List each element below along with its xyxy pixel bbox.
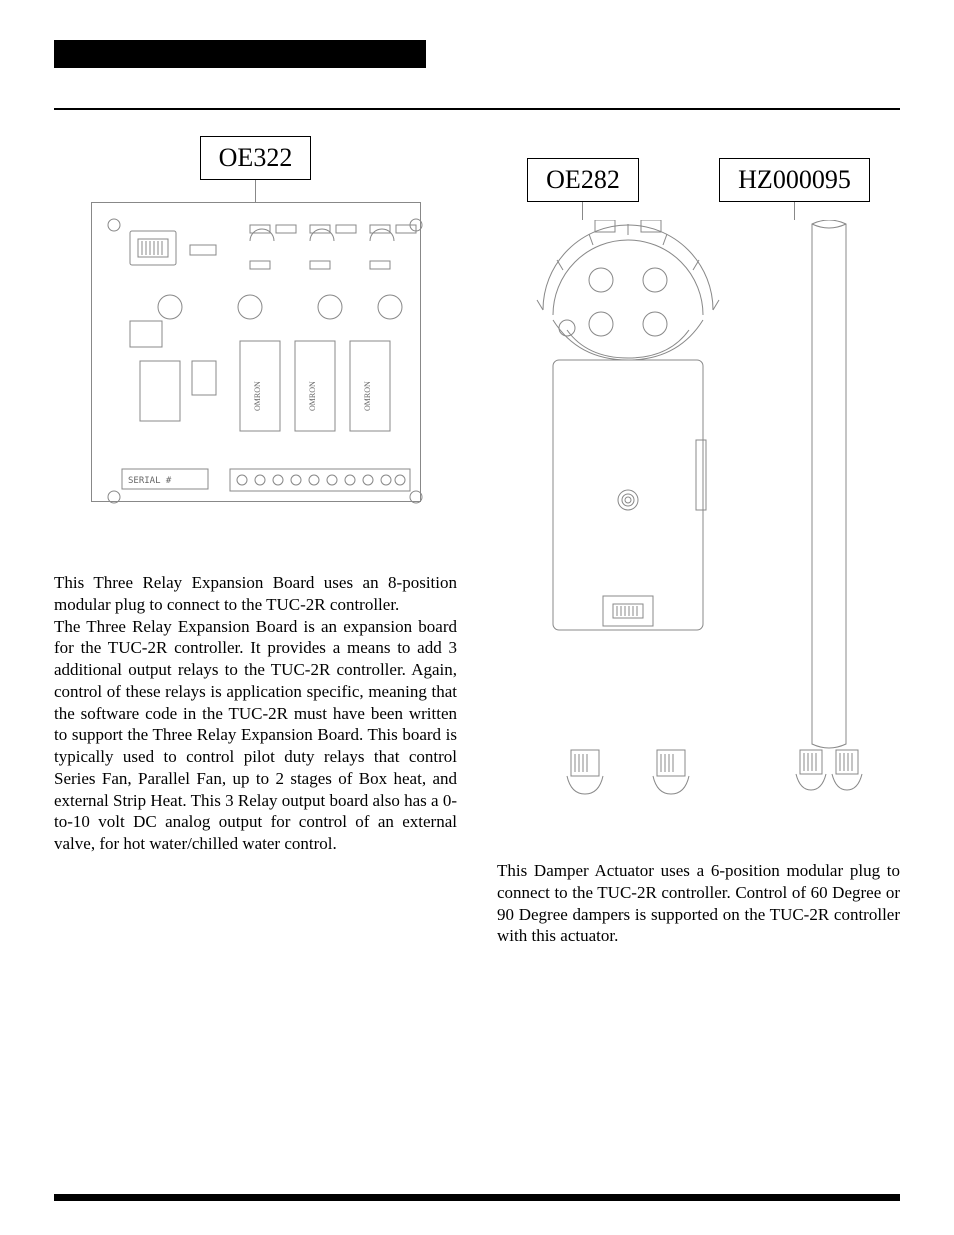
left-paragraph-1: This Three Relay Expansion Board uses an…: [54, 572, 457, 616]
three-relay-board-schematic: SERIAL # OMRON OMRON OMRON: [91, 202, 421, 502]
label-oe322: OE322: [200, 136, 312, 180]
left-body-text: This Three Relay Expansion Board uses an…: [54, 572, 457, 855]
label-connector-line: [794, 202, 795, 220]
left-paragraph-2: The Three Relay Expansion Board is an ex…: [54, 616, 457, 855]
svg-text:OMRON: OMRON: [308, 381, 317, 411]
right-column: OE282 HZ000095: [497, 136, 900, 947]
header-black-bar: [54, 40, 426, 68]
svg-text:OMRON: OMRON: [253, 381, 262, 411]
svg-text:OMRON: OMRON: [363, 381, 372, 411]
label-oe282: OE282: [527, 158, 639, 202]
label-connector-line: [582, 202, 583, 220]
header-separator-line: [54, 108, 900, 110]
label-connector-line: [255, 180, 256, 202]
damper-actuator-schematic: [523, 220, 733, 800]
left-column: OE322: [54, 136, 457, 947]
footer-thick-rule: [54, 1194, 900, 1201]
flex-tube-schematic: [784, 220, 874, 800]
label-hz000095: HZ000095: [719, 158, 870, 202]
serial-label: SERIAL #: [128, 476, 172, 486]
right-paragraph-1: This Damper Actuator uses a 6-position m…: [497, 860, 900, 947]
right-body-text: This Damper Actuator uses a 6-position m…: [497, 860, 900, 947]
